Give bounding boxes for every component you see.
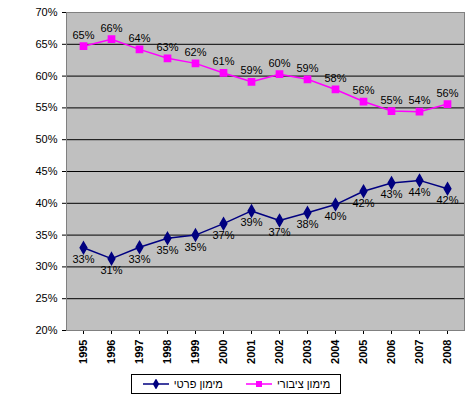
svg-text:40%: 40% bbox=[324, 210, 346, 222]
svg-text:55%: 55% bbox=[380, 94, 402, 106]
svg-text:60%: 60% bbox=[268, 57, 290, 69]
svg-text:2003: 2003 bbox=[301, 340, 313, 364]
svg-text:33%: 33% bbox=[72, 253, 94, 265]
svg-text:62%: 62% bbox=[184, 46, 206, 58]
svg-text:33%: 33% bbox=[128, 253, 150, 265]
svg-text:44%: 44% bbox=[408, 186, 430, 198]
svg-text:63%: 63% bbox=[156, 41, 178, 53]
svg-text:55%: 55% bbox=[35, 101, 57, 113]
svg-text:2007: 2007 bbox=[413, 340, 425, 364]
svg-text:37%: 37% bbox=[268, 226, 290, 238]
svg-text:20%: 20% bbox=[35, 324, 57, 336]
svg-text:2005: 2005 bbox=[357, 340, 369, 364]
svg-text:66%: 66% bbox=[100, 22, 122, 34]
svg-text:35%: 35% bbox=[184, 241, 206, 253]
svg-text:59%: 59% bbox=[296, 62, 318, 74]
svg-text:2001: 2001 bbox=[245, 340, 257, 364]
svg-text:35%: 35% bbox=[156, 244, 178, 256]
svg-text:61%: 61% bbox=[212, 55, 234, 67]
svg-text:64%: 64% bbox=[128, 32, 150, 44]
svg-text:1998: 1998 bbox=[161, 340, 173, 364]
svg-text:38%: 38% bbox=[296, 218, 318, 230]
svg-text:35%: 35% bbox=[35, 229, 57, 241]
svg-text:60%: 60% bbox=[35, 70, 57, 82]
svg-text:56%: 56% bbox=[352, 84, 374, 96]
svg-text:58%: 58% bbox=[324, 72, 346, 84]
svg-text:2004: 2004 bbox=[329, 339, 341, 364]
svg-text:2002: 2002 bbox=[273, 340, 285, 364]
svg-text:1995: 1995 bbox=[77, 340, 89, 364]
svg-text:65%: 65% bbox=[35, 38, 57, 50]
svg-text:1996: 1996 bbox=[105, 340, 117, 364]
svg-text:50%: 50% bbox=[35, 133, 57, 145]
svg-text:42%: 42% bbox=[352, 197, 374, 209]
svg-text:25%: 25% bbox=[35, 292, 57, 304]
svg-text:70%: 70% bbox=[35, 6, 57, 18]
svg-text:2000: 2000 bbox=[217, 340, 229, 364]
svg-text:56%: 56% bbox=[436, 87, 458, 99]
svg-text:2008: 2008 bbox=[441, 340, 453, 364]
svg-text:2006: 2006 bbox=[385, 340, 397, 364]
svg-text:45%: 45% bbox=[35, 165, 57, 177]
svg-text:1999: 1999 bbox=[189, 340, 201, 364]
html-text:מימון פרטי: מימון פרטי bbox=[173, 378, 223, 390]
svg-text:59%: 59% bbox=[240, 64, 262, 76]
svg-text:65%: 65% bbox=[72, 29, 94, 41]
svg-text:40%: 40% bbox=[35, 197, 57, 209]
svg-text:30%: 30% bbox=[35, 260, 57, 272]
svg-text:43%: 43% bbox=[380, 188, 402, 200]
svg-text:1997: 1997 bbox=[133, 340, 145, 364]
svg-text:37%: 37% bbox=[212, 229, 234, 241]
html-text:מימון ציבורי: מימון ציבורי bbox=[276, 378, 331, 390]
svg-text:31%: 31% bbox=[100, 264, 122, 276]
svg-text:39%: 39% bbox=[240, 216, 262, 228]
svg-text:42%: 42% bbox=[436, 194, 458, 206]
svg-text:54%: 54% bbox=[408, 94, 430, 106]
